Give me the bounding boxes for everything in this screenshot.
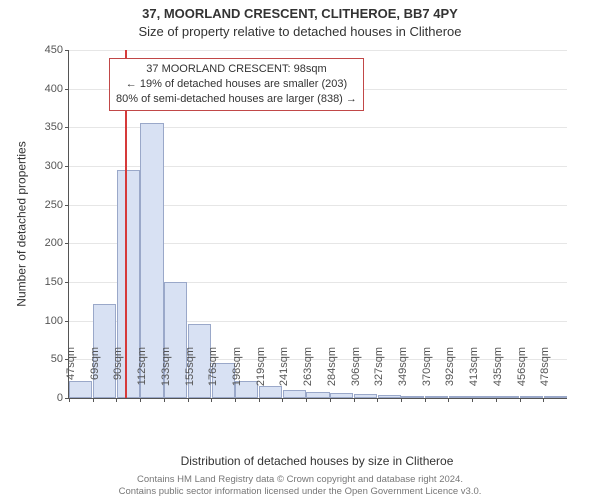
x-tick-label: 392sqm	[444, 347, 456, 402]
x-tick-label: 133sqm	[160, 347, 172, 402]
x-tick-label: 478sqm	[539, 347, 551, 402]
x-tick-label: 176sqm	[207, 347, 219, 402]
x-tick-label: 90sqm	[112, 347, 124, 402]
x-tick-label: 241sqm	[278, 347, 290, 402]
x-tick-label: 69sqm	[89, 347, 101, 402]
x-tick-label: 306sqm	[350, 347, 362, 402]
y-tick-label: 300	[45, 160, 63, 172]
page-subtitle: Size of property relative to detached ho…	[0, 24, 600, 39]
y-tick-label: 450	[45, 44, 63, 56]
y-tick-label: 200	[45, 237, 63, 249]
x-tick-label: 155sqm	[184, 347, 196, 402]
x-axis-label: Distribution of detached houses by size …	[68, 454, 566, 468]
y-tick-label: 0	[57, 392, 63, 404]
x-tick-label: 327sqm	[373, 347, 385, 402]
y-tick-label: 350	[45, 121, 63, 133]
annotation-line-3: 80% of semi-detached houses are larger (…	[116, 92, 357, 107]
annotation-box: 37 MOORLAND CRESCENT: 98sqm ← 19% of det…	[109, 58, 364, 111]
y-tick-label: 100	[45, 315, 63, 327]
y-tick-label: 150	[45, 276, 63, 288]
x-tick-label: 284sqm	[326, 347, 338, 402]
x-tick-label: 47sqm	[65, 347, 77, 402]
page-title: 37, MOORLAND CRESCENT, CLITHEROE, BB7 4P…	[0, 6, 600, 21]
x-tick-label: 112sqm	[136, 347, 148, 402]
gridline	[69, 50, 567, 51]
y-tick-label: 50	[51, 353, 63, 365]
x-tick-label: 413sqm	[468, 347, 480, 402]
annotation-line-1: 37 MOORLAND CRESCENT: 98sqm	[116, 62, 357, 77]
y-axis-label: Number of detached properties	[14, 50, 30, 398]
histogram-plot: 05010015020025030035040045047sqm69sqm90s…	[68, 50, 567, 399]
x-tick-label: 435sqm	[492, 347, 504, 402]
y-tick-label: 400	[45, 83, 63, 95]
x-tick-label: 263sqm	[302, 347, 314, 402]
annotation-line-2: ← 19% of detached houses are smaller (20…	[116, 77, 357, 92]
x-tick-label: 370sqm	[421, 347, 433, 402]
footer-attribution: Contains HM Land Registry data © Crown c…	[0, 474, 600, 498]
x-tick-label: 219sqm	[255, 347, 267, 402]
x-tick-label: 198sqm	[231, 347, 243, 402]
x-tick-label: 349sqm	[397, 347, 409, 402]
y-tick-label: 250	[45, 199, 63, 211]
x-tick-label: 456sqm	[516, 347, 528, 402]
